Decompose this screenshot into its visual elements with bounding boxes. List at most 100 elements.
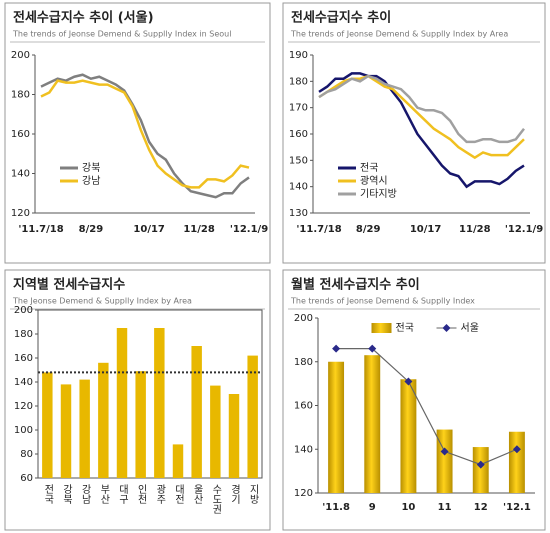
chart-subtitle: The trends of Jeonse Demend & Supplly In… (12, 30, 231, 39)
x-tick-label: 9 (369, 502, 376, 513)
x-tick-label: 8/29 (356, 224, 381, 235)
bar (247, 355, 258, 478)
x-tick-label: 부산 (98, 484, 110, 504)
x-tick-label: 인천 (135, 484, 147, 504)
bar (328, 361, 345, 493)
y-tick-label: 140 (11, 169, 30, 180)
legend-label: 전국 (360, 162, 378, 174)
bar (79, 379, 90, 478)
marker (404, 377, 413, 386)
line (318, 74, 525, 160)
bar (364, 355, 381, 493)
x-tick-label: 11 (438, 502, 452, 513)
marker (476, 460, 485, 469)
plot-frame (37, 309, 263, 479)
x-tick-label: 광주 (154, 484, 166, 505)
marker (368, 344, 377, 353)
x-tick-label: 12 (474, 502, 488, 513)
x-tick-label: '11.7/18 (296, 224, 341, 235)
x-tick-label: 11/28 (183, 224, 215, 235)
x-tick-label: 수도권 (210, 484, 222, 514)
y-tick-label: 160 (289, 129, 308, 140)
y-tick-label: 100 (14, 425, 33, 436)
bar (98, 362, 109, 478)
legend-swatch (371, 323, 392, 333)
y-tick-label: 80 (20, 449, 33, 460)
chart-subtitle: The trends of Jeonse Demend & Supplly In… (290, 30, 508, 39)
y-tick-label: 160 (14, 353, 33, 364)
y-tick-label: 160 (294, 401, 313, 412)
x-tick-label: '12.1/9 (505, 224, 543, 235)
y-tick-label: 180 (294, 357, 313, 368)
x-tick-label: 지방 (247, 484, 259, 504)
legend-label: 강북 (82, 162, 100, 174)
line (318, 74, 525, 144)
line (336, 348, 518, 466)
bar (60, 384, 72, 478)
chart-title: 지역별 전세수급지수 (13, 277, 125, 293)
legend-label: 광역시 (360, 175, 388, 187)
y-tick-label: 200 (14, 305, 33, 316)
marker (440, 447, 449, 456)
line (40, 73, 250, 199)
legend-label: 기타지방 (360, 188, 397, 200)
y-tick-label: 140 (294, 444, 313, 455)
bar (42, 372, 53, 478)
bar (472, 447, 489, 493)
y-tick-label: 160 (11, 129, 30, 140)
y-tick-label: 200 (11, 50, 30, 61)
y-tick-label: 130 (289, 208, 308, 219)
x-tick-label: 10/17 (133, 224, 165, 235)
bar (400, 379, 417, 493)
x-tick-label: 8/29 (79, 224, 104, 235)
y-tick-label: 180 (11, 90, 30, 101)
chart-title: 월별 전세수급지수 추이 (291, 277, 420, 293)
chart-subtitle: The trends of Jeonse Demend & Supplly In… (290, 297, 475, 306)
bar (116, 328, 128, 478)
y-tick-label: 170 (289, 103, 308, 114)
x-tick-label: 대구 (117, 484, 129, 505)
y-tick-label: 180 (289, 76, 308, 87)
y-tick-label: 150 (289, 155, 308, 166)
x-tick-label: 강북 (61, 484, 73, 505)
chart-title: 전세수급지수 추이 (서울) (13, 10, 154, 26)
y-tick-label: 120 (14, 401, 33, 412)
line (40, 79, 250, 189)
y-tick-label: 140 (14, 377, 33, 388)
legend-marker (442, 324, 451, 332)
bar (210, 385, 221, 478)
marker (512, 445, 521, 454)
y-tick-label: 180 (14, 329, 33, 340)
legend-label: 전국 (396, 322, 414, 334)
panel (4, 269, 271, 531)
bar (135, 371, 146, 478)
y-tick-label: 190 (289, 50, 308, 61)
x-tick-label: '11.7/18 (18, 224, 63, 235)
panel (282, 2, 546, 264)
bar (154, 328, 165, 478)
bar (228, 394, 240, 478)
y-tick-label: 60 (20, 473, 33, 484)
x-tick-label: 10/17 (410, 224, 442, 235)
panel (282, 269, 546, 531)
x-tick-label: '12.1 (503, 502, 531, 513)
x-tick-label: 10 (401, 502, 415, 513)
y-tick-label: 200 (294, 313, 313, 324)
marker (332, 344, 341, 353)
bar (508, 431, 525, 493)
chart-subtitle: The Jeonse Demend & Supplly Index by Are… (12, 297, 192, 306)
x-tick-label: 대전 (173, 484, 185, 504)
bar (191, 346, 202, 478)
bar (172, 444, 184, 478)
x-tick-label: 울산 (191, 484, 203, 504)
legend-label: 서울 (461, 322, 479, 334)
x-tick-label: '11.8 (322, 502, 350, 513)
panel (4, 2, 271, 264)
bar (436, 429, 453, 493)
x-tick-label: 전국 (42, 484, 54, 505)
y-tick-label: 120 (11, 208, 30, 219)
x-tick-label: 11/28 (459, 224, 491, 235)
x-tick-label: 강남 (79, 484, 91, 504)
